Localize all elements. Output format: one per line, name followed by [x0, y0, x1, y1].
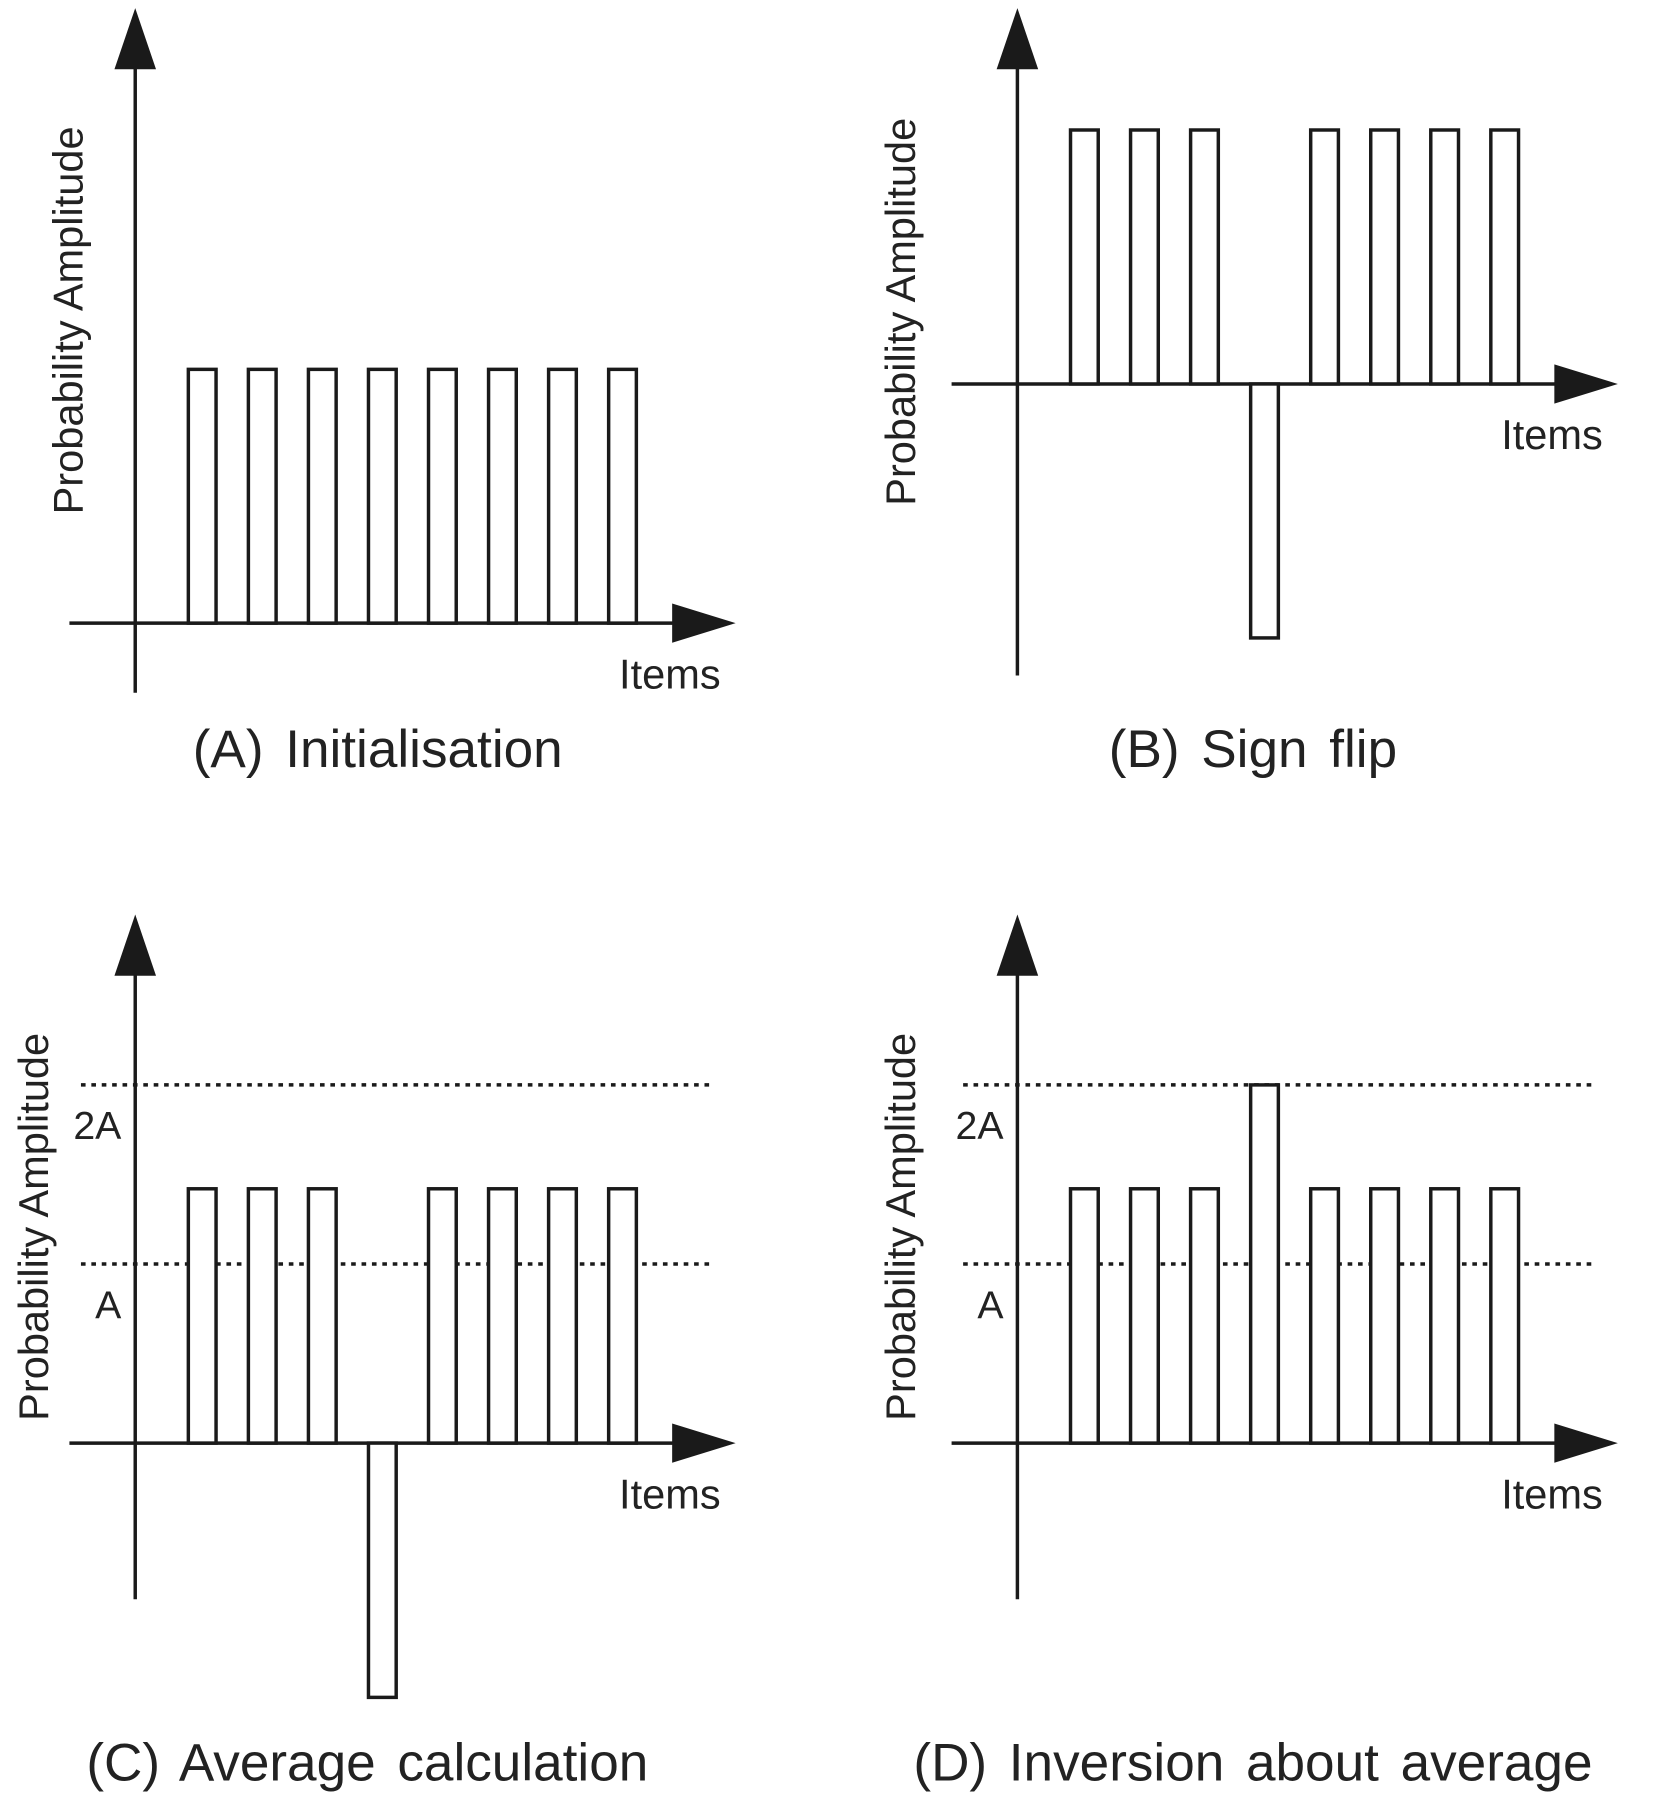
bar [306, 1187, 338, 1445]
bar [1188, 1187, 1221, 1445]
y-axis-label: Probability Amplitude [10, 1033, 57, 1421]
bar [426, 367, 458, 625]
x-axis-arrow [1554, 1423, 1618, 1463]
y-tick-label: 2A [956, 1104, 1005, 1148]
bar [1068, 1187, 1100, 1445]
bar [306, 367, 338, 625]
bar [426, 1187, 458, 1445]
bar [1248, 382, 1281, 640]
bar [606, 367, 639, 625]
y-axis-label: Probability Amplitude [877, 118, 924, 506]
bar [186, 367, 218, 625]
y-axis-label: Probability Amplitude [877, 1033, 924, 1421]
bar [1429, 1187, 1461, 1445]
chart-title: (C) Average calculation [86, 1734, 648, 1793]
bar [486, 1187, 519, 1445]
bar [1489, 1187, 1521, 1445]
x-axis-arrow [672, 603, 736, 643]
bar [546, 367, 579, 625]
bar [1128, 1187, 1161, 1445]
x-axis-label: Items [619, 1470, 721, 1517]
y-tick-label: A [977, 1283, 1004, 1327]
x-axis-label: Items [619, 650, 721, 697]
y-tick-label: 2A [73, 1104, 122, 1148]
bar [1489, 128, 1521, 386]
bar [486, 367, 519, 625]
bar [1128, 128, 1161, 386]
chart-title: (B) Sign flip [1109, 720, 1397, 779]
bar [1308, 128, 1341, 386]
y-axis-arrow [114, 8, 157, 70]
bar [366, 367, 398, 625]
x-axis-label: Items [1501, 1470, 1603, 1517]
bar [1369, 128, 1401, 386]
chart-title: (D) Inversion about average [913, 1734, 1592, 1793]
bar [1068, 128, 1100, 386]
y-axis-arrow [996, 914, 1039, 976]
bar [1429, 128, 1461, 386]
bar [246, 367, 278, 625]
y-tick-label: A [95, 1283, 122, 1327]
bar [1369, 1187, 1401, 1445]
bar [1188, 128, 1221, 386]
y-axis-arrow [114, 914, 157, 976]
x-axis-arrow [1554, 364, 1618, 404]
x-axis-label: Items [1501, 411, 1603, 458]
y-axis-arrow [996, 8, 1039, 70]
bar [366, 1441, 398, 1700]
chart-title: (A) Initialisation [193, 720, 563, 779]
bar [1308, 1187, 1341, 1445]
bar [186, 1187, 218, 1445]
bar [546, 1187, 579, 1445]
bar [606, 1187, 639, 1445]
x-axis-arrow [672, 1423, 736, 1463]
bar [1248, 1083, 1281, 1445]
y-axis-label: Probability Amplitude [45, 126, 92, 514]
bar [246, 1187, 278, 1445]
